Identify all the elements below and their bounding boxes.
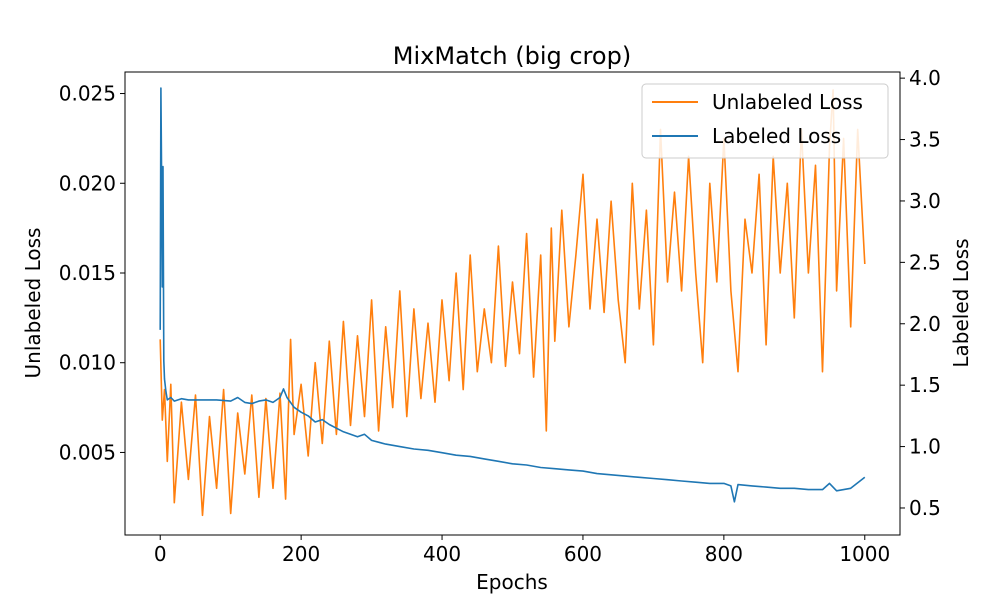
right-y-tick-label: 2.5 (909, 250, 941, 274)
axes: 0 200 400 600 800 1000 0.005 0.010 0.015 0.020 0.0… (59, 66, 941, 566)
series-line-labeled-loss (159, 87, 866, 503)
right-y-tick-label: 2.0 (909, 312, 941, 336)
left-y-tick-label: 0.015 (59, 261, 116, 285)
right-y-tick-label: 4.0 (909, 66, 941, 90)
x-tick-label: 0 (154, 542, 167, 566)
left-y-tick-label: 0.025 (59, 82, 116, 106)
right-y-axis-label: Labeled Loss (949, 238, 973, 367)
plot-frame (124, 71, 901, 536)
x-tick-label: 400 (423, 542, 461, 566)
x-tick-label: 200 (282, 542, 320, 566)
x-axis-label: Epochs (476, 570, 548, 594)
right-y-tick-label: 1.5 (909, 373, 941, 397)
x-tick-label: 600 (564, 542, 602, 566)
legend-label-unlabeled-loss: Unlabeled Loss (712, 90, 863, 114)
right-y-tick-label: 3.5 (909, 128, 941, 152)
chart-title: MixMatch (big crop) (393, 42, 631, 70)
legend-frame (641, 83, 889, 159)
left-y-tick-label: 0.010 (59, 351, 116, 375)
left-y-axis-label: Unlabeled Loss (21, 228, 45, 379)
right-y-tick-label: 0.5 (909, 496, 941, 520)
series-line-unlabeled-loss (159, 89, 866, 517)
plot-area (159, 87, 866, 517)
x-tick-label: 800 (705, 542, 743, 566)
left-y-tick-label: 0.020 (59, 171, 116, 195)
legend-label-labeled-loss: Labeled Loss (712, 124, 841, 148)
left-y-tick-label: 0.005 (59, 440, 116, 464)
right-y-tick-label: 3.0 (909, 189, 941, 213)
right-y-tick-label: 1.0 (909, 435, 941, 459)
x-tick-label: 1000 (839, 542, 890, 566)
legend: Unlabeled Loss Labeled Loss (641, 83, 889, 159)
